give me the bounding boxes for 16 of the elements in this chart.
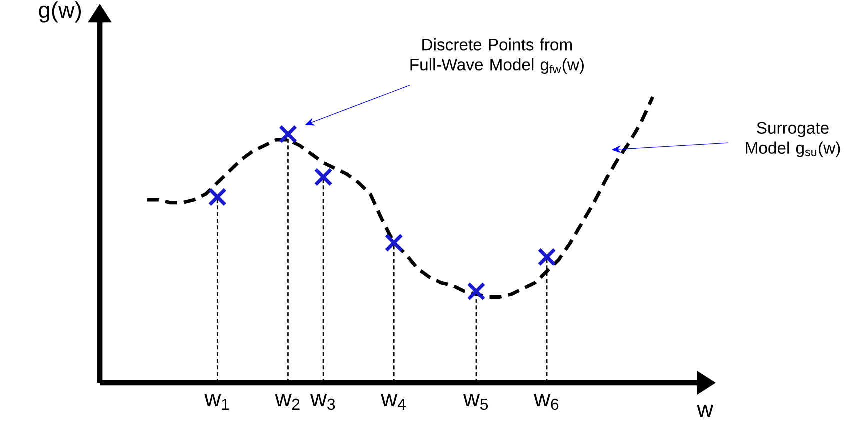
x-tick-label: w$_{3}$	[310, 394, 336, 410]
point	[314, 168, 333, 186]
point	[538, 248, 556, 266]
x-tick-label: w$_{2}$	[275, 394, 300, 410]
point	[384, 234, 404, 252]
point	[208, 188, 227, 206]
text: Discrete Points from Full-Wave Model g$_{fw}$(w)	[410, 38, 584, 74]
x-axis-title: w	[697, 404, 714, 417]
x-tick-label: w$_{4}$	[381, 394, 406, 410]
text: Surrogate Model g$_{su}$(w)	[746, 122, 840, 158]
point	[278, 125, 298, 144]
y-axis-title: g(w)	[39, 2, 81, 23]
x-tick-label: w$_{1}$	[204, 394, 230, 410]
x-tick-label: w$_{5}$	[463, 394, 488, 410]
point	[467, 282, 486, 301]
x-tick-label: w$_{6}$	[534, 394, 559, 410]
